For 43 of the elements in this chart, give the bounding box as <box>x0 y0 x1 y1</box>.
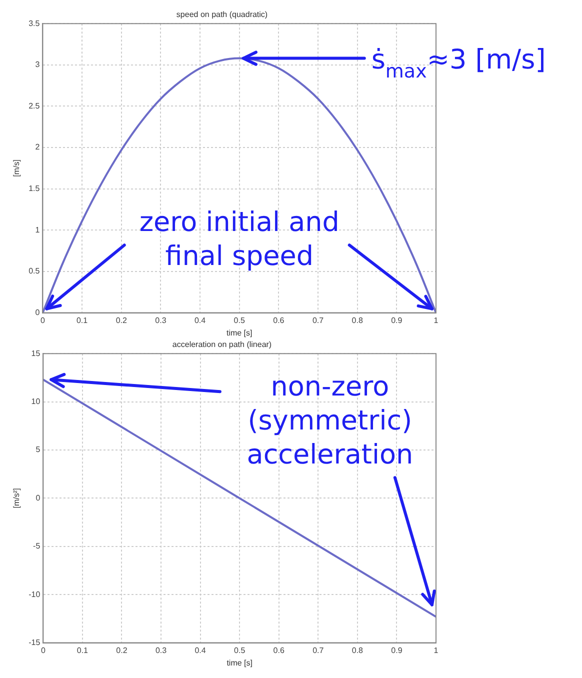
y-axis-title: [m/s²] <box>12 488 22 508</box>
x-tick-label: 0.8 <box>352 646 364 655</box>
chart-title: speed on path (quadratic) <box>176 10 268 20</box>
x-tick-label: 0.9 <box>391 646 403 655</box>
y-tick-label: 0 <box>36 493 41 502</box>
y-tick-label: -5 <box>33 542 41 551</box>
x-tick-label: 0.6 <box>273 646 285 655</box>
x-tick-label: 0.2 <box>116 646 128 655</box>
x-tick-label: 0.1 <box>76 316 88 325</box>
x-tick-label: 1 <box>434 316 439 325</box>
x-axis-title: time [s] <box>226 328 252 338</box>
y-tick-label: 5 <box>36 445 41 454</box>
y-axis-title: [m/s] <box>12 160 22 177</box>
y-tick-label: 15 <box>31 348 41 358</box>
y-tick-label: 3.5 <box>28 18 40 28</box>
x-tick-label: 0.4 <box>194 646 206 655</box>
y-tick-label: 1 <box>35 225 40 234</box>
x-tick-label: 0.4 <box>194 316 206 325</box>
x-axis-title: time [s] <box>226 658 252 668</box>
y-tick-label: 10 <box>31 397 41 406</box>
y-tick-label: 3 <box>35 60 40 70</box>
x-tick-label: 0.1 <box>76 646 89 655</box>
x-tick-label: 0.5 <box>234 316 246 325</box>
x-tick-label: 0.5 <box>234 646 246 655</box>
y-tick-label: 2.5 <box>28 101 40 110</box>
x-tick-label: 0.3 <box>155 316 167 325</box>
x-tick-label: 0.2 <box>116 316 128 325</box>
y-tick-label: 0.5 <box>28 266 40 276</box>
y-tick-label: 2 <box>35 142 40 152</box>
y-tick-label: -10 <box>28 590 41 599</box>
x-tick-label: 0.3 <box>155 646 168 655</box>
x-tick-label: 0.8 <box>352 316 364 325</box>
chart-title: acceleration on path (linear) <box>172 340 272 350</box>
x-tick-label: 0.9 <box>391 316 403 325</box>
x-tick-label: 0.6 <box>273 316 285 325</box>
y-tick-label: 0 <box>35 308 40 318</box>
y-tick-label: -15 <box>28 638 41 648</box>
x-tick-label: 0.7 <box>312 646 324 655</box>
x-tick-label: 0.7 <box>312 316 324 325</box>
annotation: zero initial and final speed <box>139 207 340 272</box>
y-tick-label: 1.5 <box>28 184 40 194</box>
x-tick-label: 1 <box>434 646 439 655</box>
annotation: non-zero (symmetric) acceleration <box>246 372 414 471</box>
